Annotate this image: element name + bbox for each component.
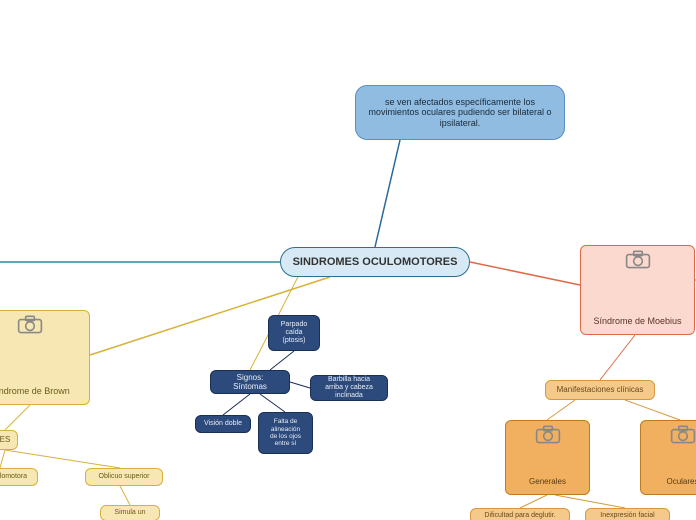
edge: [625, 400, 680, 420]
edge: [470, 262, 580, 285]
node-label: ES: [0, 435, 10, 444]
node-signos[interactable]: Signos: Síntomas: [210, 370, 290, 394]
edge: [120, 486, 130, 505]
node-manif[interactable]: Manifestaciones clínicas: [545, 380, 655, 400]
node-inexp[interactable]: Inexpresión facial: [585, 508, 670, 520]
node-label: Inexpresión facial: [600, 512, 654, 520]
node-deglut[interactable]: Dificultad para deglutir.: [470, 508, 570, 520]
edge: [290, 382, 310, 388]
edge: [555, 495, 625, 508]
node-label: Visión doble: [204, 420, 242, 428]
edge: [260, 394, 285, 412]
node-label: Dificultad para deglutir.: [484, 512, 555, 520]
node-center[interactable]: SINDROMES OCULOMOTORES: [280, 247, 470, 277]
edge: [5, 405, 30, 430]
edge: [547, 400, 575, 420]
node-simula[interactable]: Simula un: [100, 505, 160, 520]
edge: [223, 394, 250, 415]
node-label: Oblicuo superior: [99, 473, 150, 481]
node-label: Simula un: [114, 509, 145, 517]
node-vision[interactable]: Visión doble: [195, 415, 251, 433]
edge: [520, 495, 547, 508]
camera-icon: [670, 425, 696, 445]
edge: [5, 450, 120, 468]
node-label: Oculares: [649, 477, 696, 490]
node-label: Generales: [514, 477, 581, 490]
node-oblicuo[interactable]: Oblicuo superior: [85, 468, 163, 486]
camera-icon: [625, 250, 651, 270]
node-label: Barbilla hacia arriba y cabeza inclinada: [319, 376, 379, 400]
node-label: Síndrome de Moebius: [589, 316, 686, 330]
node-label: SINDROMES OCULOMOTORES: [293, 256, 458, 269]
node-oculares[interactable]: Oculares: [640, 420, 696, 495]
node-label: Falta de alineación de los ojos entre sí: [267, 418, 304, 448]
node-parpado[interactable]: Parpado caída (ptosis): [268, 315, 320, 351]
node-generales[interactable]: Generales: [505, 420, 590, 495]
node-label: Signos: Síntomas: [219, 373, 281, 391]
node-topnote[interactable]: se ven afectados específicamente los mov…: [355, 85, 565, 140]
node-barbilla[interactable]: Barbilla hacia arriba y cabeza inclinada: [310, 375, 388, 401]
edge: [270, 351, 294, 370]
edge: [0, 450, 5, 468]
node-falta[interactable]: Falta de alineación de los ojos entre sí: [258, 412, 313, 454]
node-moebius[interactable]: Síndrome de Moebius: [580, 245, 695, 335]
node-label: Parpado caída (ptosis): [277, 321, 311, 345]
node-es[interactable]: ES: [0, 430, 18, 450]
node-label: se ven afectados específicamente los mov…: [364, 97, 556, 128]
node-brown[interactable]: Síndrome de Brown: [0, 310, 90, 405]
node-label: edad oculomotora: [0, 473, 27, 481]
node-label: Síndrome de Brown: [0, 386, 81, 400]
edge: [600, 335, 635, 380]
camera-icon: [17, 315, 43, 335]
camera-icon: [535, 425, 561, 445]
node-label: Manifestaciones clínicas: [557, 385, 644, 394]
mindmap-canvas: SINDROMES OCULOMOTORES se ven afectados e…: [0, 0, 696, 520]
edge: [375, 140, 400, 247]
node-ocmot[interactable]: edad oculomotora: [0, 468, 38, 486]
